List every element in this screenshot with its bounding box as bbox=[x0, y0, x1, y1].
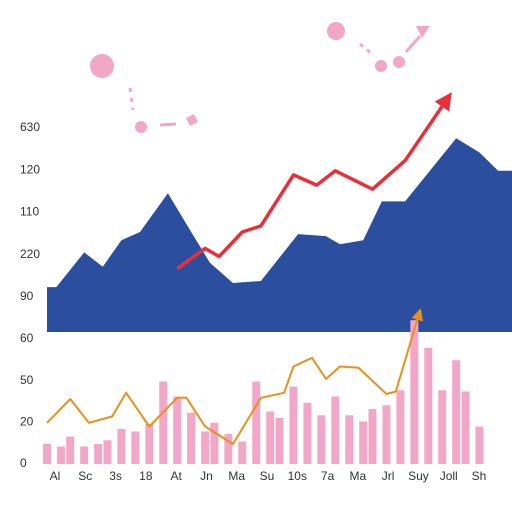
y-label: 90 bbox=[20, 289, 34, 303]
y-label: 0 bbox=[20, 456, 27, 470]
y-label: 60 bbox=[20, 331, 34, 345]
bar bbox=[66, 436, 75, 464]
x-label: 3s bbox=[109, 469, 122, 483]
x-label: At bbox=[170, 469, 182, 483]
x-label: Ma bbox=[350, 469, 367, 483]
bar bbox=[224, 434, 233, 464]
y-label: 110 bbox=[20, 205, 39, 219]
bar bbox=[410, 320, 419, 464]
x-label: 7a bbox=[321, 469, 335, 483]
x-label: Joll bbox=[440, 469, 458, 483]
x-label: 10s bbox=[288, 469, 307, 483]
bar bbox=[173, 396, 182, 464]
bar bbox=[80, 446, 89, 464]
x-label: Jn bbox=[200, 469, 213, 483]
bar bbox=[345, 415, 354, 464]
bar bbox=[117, 429, 126, 464]
x-label: Ma bbox=[228, 469, 245, 483]
bar bbox=[331, 396, 340, 464]
bar bbox=[238, 441, 247, 464]
bar bbox=[266, 411, 275, 464]
area bbox=[47, 138, 512, 332]
bar bbox=[94, 444, 103, 464]
bar bbox=[396, 390, 405, 464]
x-label: Sh bbox=[472, 469, 487, 483]
y-label: 50 bbox=[20, 373, 34, 387]
bar bbox=[275, 417, 284, 464]
bar bbox=[159, 381, 168, 464]
x-label: Su bbox=[260, 469, 275, 483]
y-label: 20 bbox=[20, 415, 34, 429]
bar bbox=[252, 381, 261, 464]
line bbox=[46, 308, 424, 445]
bar bbox=[475, 426, 484, 464]
x-label: Sc bbox=[78, 469, 92, 483]
y-label: 630 bbox=[20, 120, 40, 134]
bar bbox=[145, 424, 154, 464]
bar bbox=[317, 415, 326, 464]
bar bbox=[210, 422, 219, 464]
bar bbox=[461, 391, 470, 464]
bar bbox=[289, 386, 298, 464]
x-label: Jrl bbox=[382, 469, 395, 483]
bar bbox=[359, 421, 368, 464]
bar bbox=[382, 405, 391, 464]
bar bbox=[201, 431, 210, 464]
bar bbox=[43, 444, 51, 464]
bar bbox=[424, 347, 433, 464]
x-label: 18 bbox=[139, 469, 153, 483]
bar bbox=[56, 446, 65, 464]
plot-area: 630 120 110 220 90 60 50 20 0 Al Sc 3s 18 At Jn Ma Su 10s… bbox=[20, 92, 512, 483]
x-label: Al bbox=[50, 469, 61, 483]
y-label: 120 bbox=[20, 162, 40, 176]
bar bbox=[452, 360, 461, 464]
decorations bbox=[90, 22, 430, 133]
line bbox=[176, 92, 452, 271]
bar bbox=[368, 409, 377, 464]
bar bbox=[187, 412, 196, 464]
bar bbox=[303, 402, 312, 464]
bar bbox=[131, 431, 140, 464]
x-label: Suy bbox=[408, 469, 429, 483]
y-label: 220 bbox=[20, 247, 40, 261]
bar bbox=[438, 390, 447, 464]
bar bbox=[103, 440, 112, 464]
